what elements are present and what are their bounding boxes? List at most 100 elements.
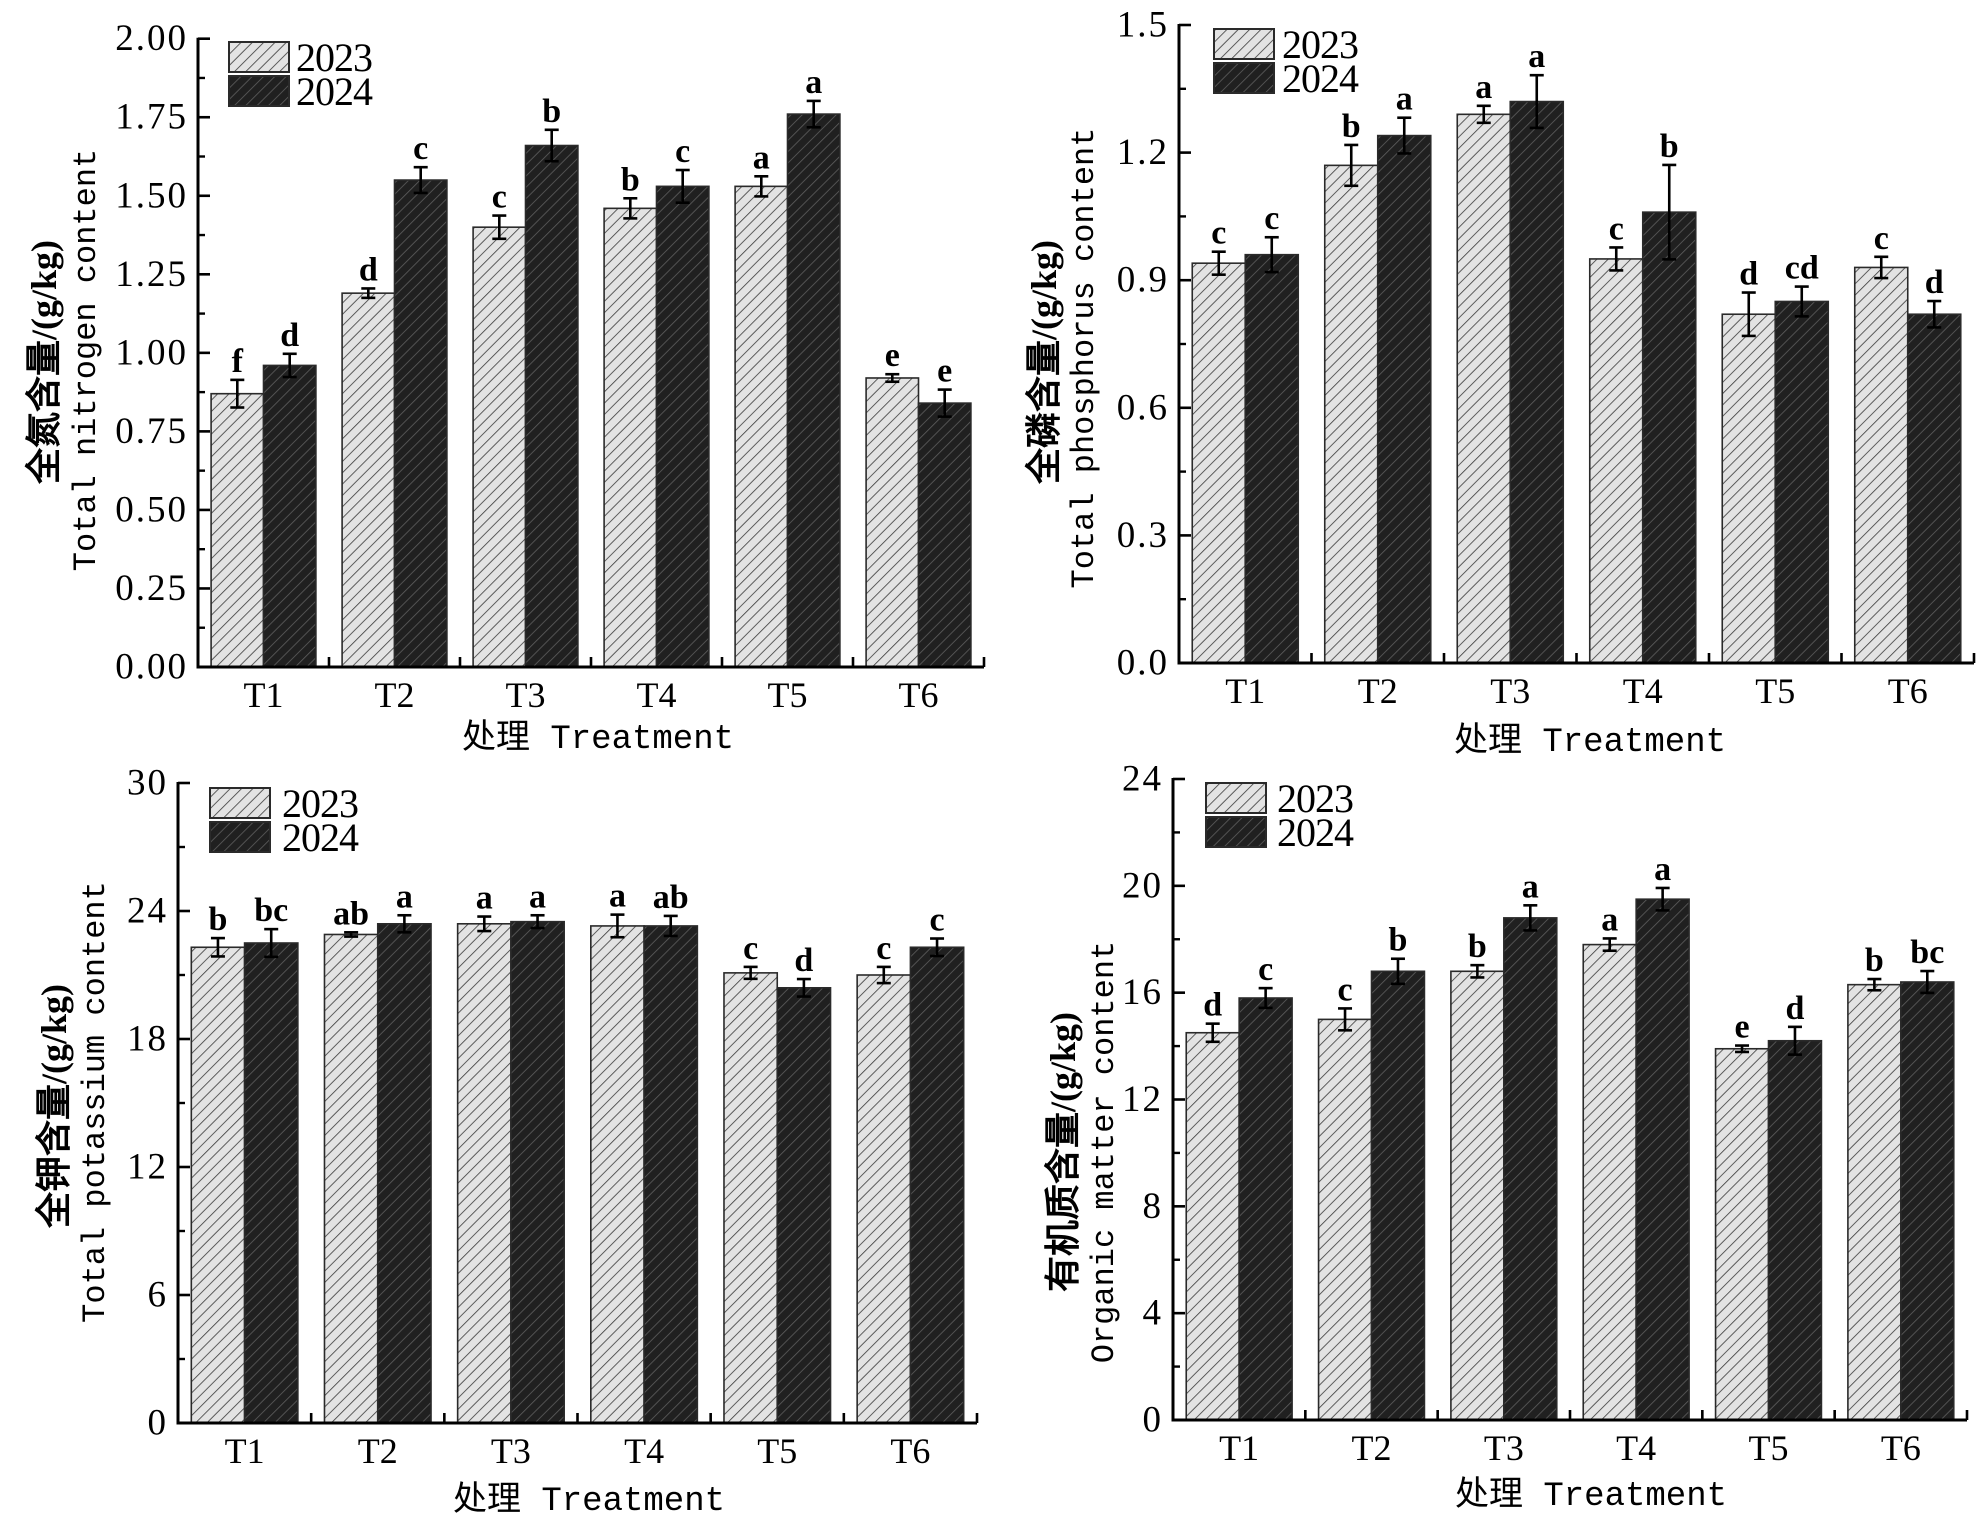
error-bar [1211,250,1226,276]
y-tick-label: 1.00 [115,332,188,373]
x-tick-label: T4 [637,675,677,715]
y-tick-label: 16 [1122,972,1163,1013]
x-tick-label: T4 [1623,671,1663,711]
bar-2024-T5 [786,113,841,668]
error-bar [754,174,769,198]
bar-2024-T4 [643,925,699,1424]
bar-2024-T6 [1900,981,1955,1421]
x-axis-title: 处理 Treatment [1455,1476,1727,1516]
error-bar [361,287,376,300]
significance-letter: d [280,317,299,354]
plot-area: fdc baedcbcae0.000.250.500.751.001.251.50… [115,18,986,715]
error-bar [937,388,952,418]
bar-2023-T6 [856,974,912,1424]
y-tick-label: 24 [127,891,168,932]
error-bar [1338,1007,1353,1032]
significance-letter: b [1468,928,1487,965]
y-tick-label: 0.25 [115,568,188,609]
error-bar [1867,977,1882,992]
significance-letter: ab [653,879,689,916]
chart-total-nitrogen: fdc baedcbcae0.000.250.500.751.001.251.50… [23,18,986,759]
significance-letter: b [621,161,640,198]
y-tick-label: 0.00 [115,647,188,688]
x-tick-label: T4 [624,1431,664,1471]
bar-2023-T4 [603,207,658,668]
error-bar [1662,163,1677,261]
significance-letter: b [1389,922,1408,959]
bar-2023-T4 [1588,258,1644,664]
bar-2024-T5 [1774,300,1830,664]
error-bar [282,352,297,379]
y-tick-label: 1.5 [1117,5,1169,46]
bar-2023-T4 [590,925,645,1424]
error-bar [1390,957,1405,986]
significance-letter: b [1865,942,1884,979]
y-tick-label: 1.75 [115,97,188,138]
x-tick-label: T2 [1352,1428,1392,1468]
error-bar [663,914,678,938]
significance-letter: c [1264,200,1279,237]
error-bar [492,214,507,241]
bar-2024-T3 [1503,917,1558,1421]
legend-swatch-2024 [1213,62,1275,94]
bar-2023-T1 [1185,1031,1240,1421]
significance-letter: bc [1910,934,1944,971]
x-tick-label: T1 [1225,671,1265,711]
bar-2023-T6 [1853,266,1909,664]
significance-letter: c [1211,215,1226,252]
x-tick-label: T3 [491,1431,531,1471]
y-tick-label: 6 [148,1275,169,1316]
error-bar [264,927,279,959]
error-bar [1794,285,1809,318]
error-bar [1205,1022,1220,1044]
error-bar [623,196,638,220]
error-bar [1264,235,1279,274]
significance-letter: c [675,133,690,170]
legend-swatch-2023 [1213,28,1275,60]
error-bar [1397,116,1412,155]
bar-2024-T4 [1635,898,1690,1421]
x-tick-label: T3 [506,675,546,715]
x-tick-label: T6 [1888,671,1928,711]
significance-letter: b [1660,128,1679,165]
error-bar [930,937,945,958]
bar-2023-T6 [1847,983,1902,1421]
bar-2023-T2 [341,292,396,668]
x-tick-label: T5 [1755,671,1795,711]
legend-label-2024: 2024 [282,815,359,860]
significance-letter: d [1739,256,1758,293]
legend: 2023 2024 [1213,22,1360,101]
x-tick-label: T1 [225,1431,265,1471]
x-axis-title: 处理 Treatment [453,1481,725,1519]
y-tick-label: 0.9 [1117,260,1169,301]
y-axis-title-en: Total nitrogen content [68,149,105,571]
x-tick-label: T3 [1484,1428,1524,1468]
significance-letter: a [1601,901,1618,938]
error-bar [675,168,690,204]
y-tick-label: 12 [127,1147,168,1188]
error-bar [1927,299,1942,329]
y-tick-label: 1.2 [1117,132,1169,173]
bar-2023-T5 [723,972,779,1424]
significance-letter: e [885,337,900,374]
y-tick-label: 4 [1143,1293,1164,1334]
error-bar [344,931,359,938]
error-bar [1920,969,1935,995]
legend-label-2023: 2023 [282,781,358,826]
error-bar [1523,904,1538,932]
significance-letter: c [1337,971,1352,1008]
significance-letter: c [930,902,945,939]
y-axis-title-en: Organic matter content [1086,941,1123,1363]
y-axis-title-en: Total potassium content [77,881,114,1323]
significance-letter: c [1609,210,1624,247]
y-tick-label: 18 [127,1019,168,1060]
bar-2024-T1 [243,942,299,1424]
error-bar [1735,1044,1750,1054]
significance-letter: a [1522,868,1539,905]
legend-label-2024: 2024 [1282,56,1359,101]
bar-2024-T4 [655,185,710,668]
bar-2024-T6 [1906,313,1962,664]
bar-2024-T5 [776,986,832,1424]
significance-letter: e [1734,1009,1749,1046]
